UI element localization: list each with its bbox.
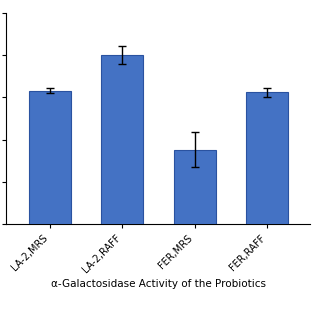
Bar <box>246 92 288 224</box>
Bar <box>29 91 71 224</box>
Bar <box>173 150 216 224</box>
X-axis label: α-Galactosidase Activity of the Probiotics: α-Galactosidase Activity of the Probioti… <box>51 279 266 289</box>
Bar <box>101 55 143 224</box>
